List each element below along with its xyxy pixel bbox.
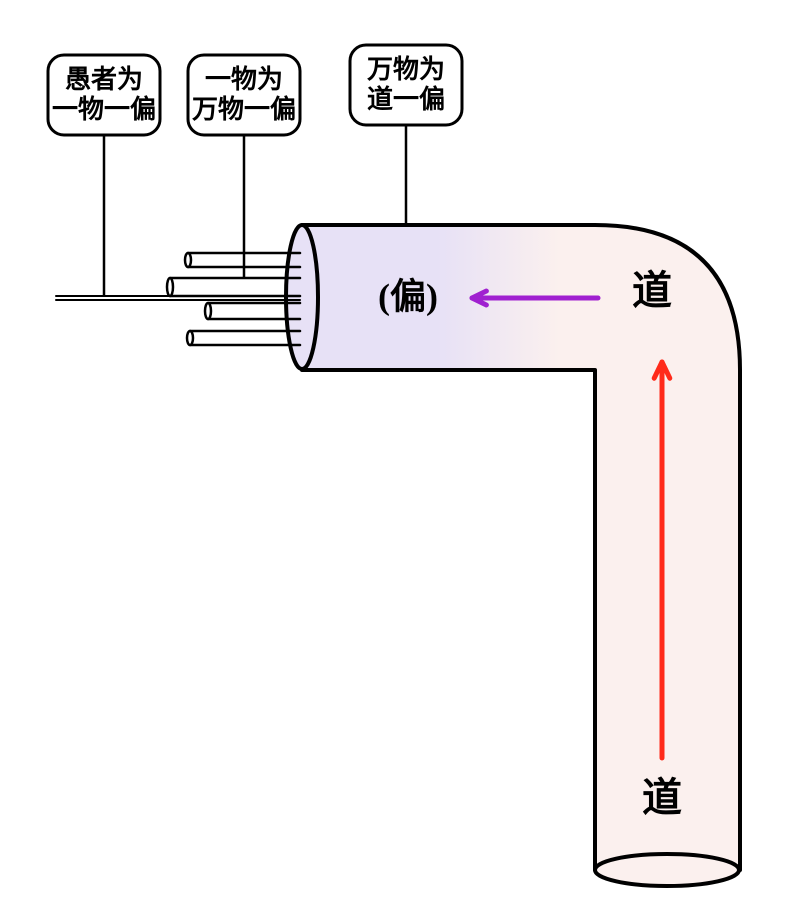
diagram-canvas: (偏)道道 愚者为一物一偏一物为万物一偏万物为道一偏 — [0, 0, 801, 900]
callout-3-text-line: 道一偏 — [367, 84, 445, 114]
label-pian: (偏) — [378, 276, 438, 316]
label-dao-bottom: 道 — [642, 775, 682, 820]
inner-small-pipes — [56, 253, 300, 345]
small-pipe-end — [205, 303, 211, 319]
callout-2-text-line: 一物为 — [205, 65, 283, 94]
callout-1-text-line: 一物一偏 — [52, 94, 156, 124]
label-dao-top: 道 — [632, 268, 672, 313]
callout-3-text-line: 万物为 — [367, 55, 445, 84]
pipe-bottom-opening — [595, 854, 739, 886]
small-pipe-end — [187, 331, 193, 345]
callout-2-text-line: 万物一偏 — [192, 94, 296, 124]
small-pipe-end — [167, 278, 173, 296]
callout-1-text-line: 愚者为 — [65, 65, 143, 94]
small-pipe-end — [185, 253, 191, 267]
pipe-inner-outline — [302, 370, 595, 870]
